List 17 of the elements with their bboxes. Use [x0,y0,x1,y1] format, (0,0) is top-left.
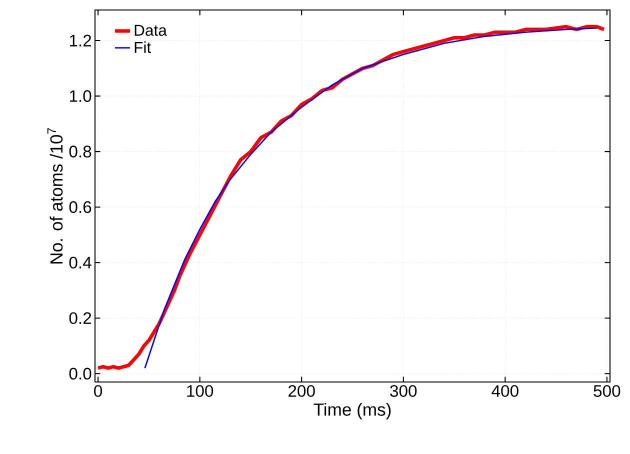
x-tick-label: 200 [288,385,315,397]
x-tick-label: 300 [390,385,417,397]
x-tick-label: 400 [492,385,518,397]
y-tick-label: 0.8 [69,146,92,158]
x-tick-label: 100 [187,385,214,397]
y-tick-label: 1.0 [70,90,92,102]
y-tick-label: 0.0 [69,368,92,380]
x-tick-label: 500 [594,385,620,397]
legend-label: Fit [134,41,151,54]
y-tick-label: 0.4 [69,256,92,269]
y-tick-label: 1.2 [70,34,92,46]
y-axis-title: No. of atoms /10$^{7}$ [47,128,63,264]
x-axis-title: Time (ms) [314,402,391,420]
legend-label: Data [134,24,167,36]
x-tick-label: 0 [94,385,102,397]
y-tick-label: 0.6 [69,201,92,214]
y-tick-label: 0.2 [69,312,92,324]
